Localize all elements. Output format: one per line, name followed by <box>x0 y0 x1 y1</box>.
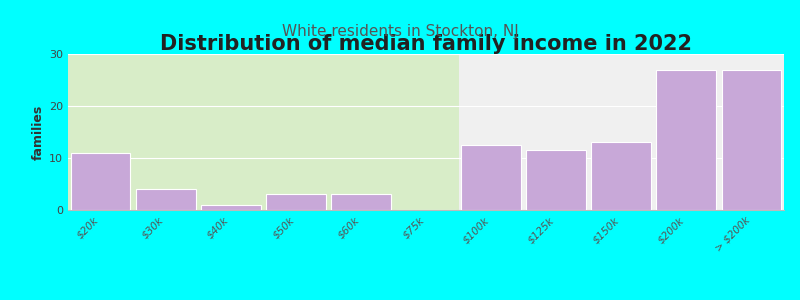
Title: Distribution of median family income in 2022: Distribution of median family income in … <box>160 34 692 54</box>
Y-axis label: families: families <box>32 104 45 160</box>
Bar <box>201 205 261 210</box>
Bar <box>591 142 651 210</box>
Bar <box>722 70 782 210</box>
Bar <box>70 153 130 210</box>
Bar <box>657 70 716 210</box>
Bar <box>136 189 195 210</box>
Bar <box>331 194 391 210</box>
Bar <box>461 145 521 210</box>
Bar <box>68 54 458 210</box>
Bar <box>266 194 326 210</box>
Bar <box>526 150 586 210</box>
Text: White residents in Stockton, NJ: White residents in Stockton, NJ <box>282 24 518 39</box>
